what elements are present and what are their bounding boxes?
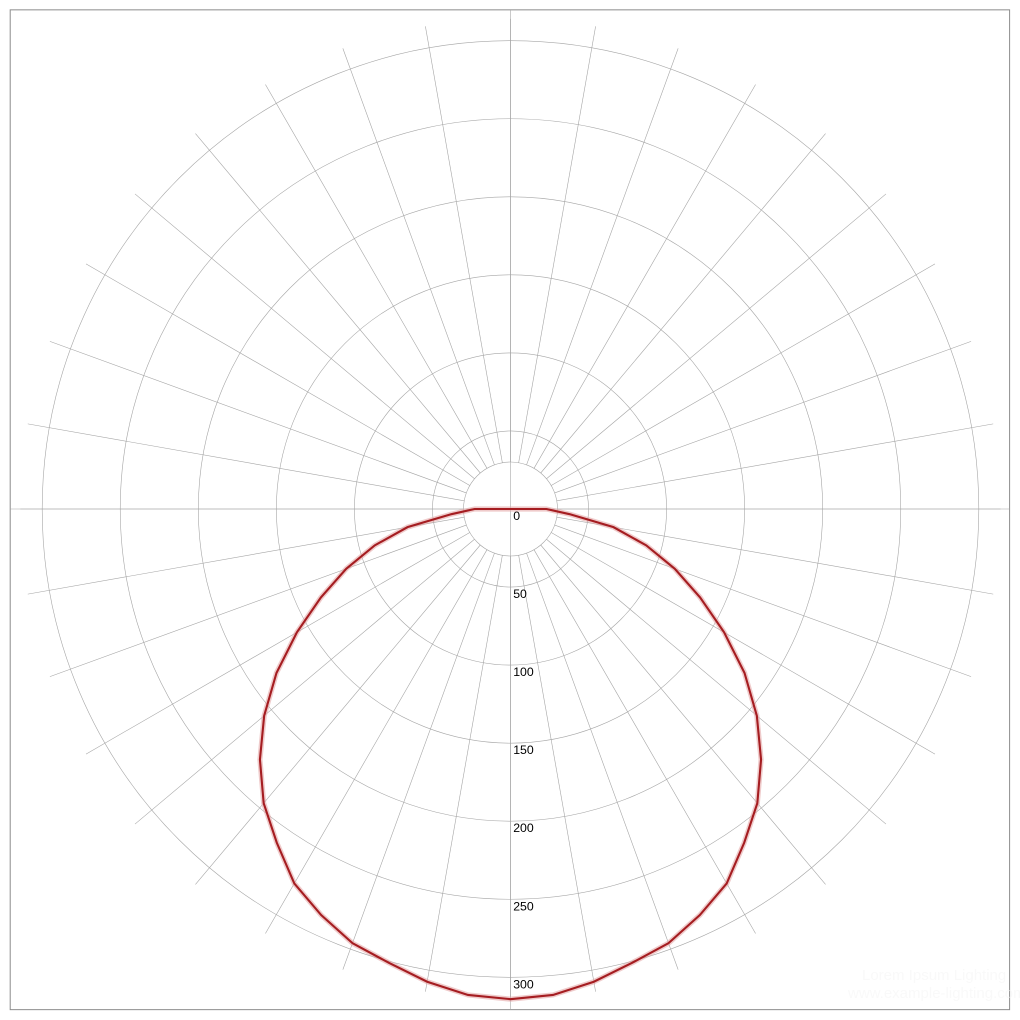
svg-text:300: 300 — [513, 977, 534, 991]
svg-text:www.example-lighting.com: www.example-lighting.com — [847, 985, 1020, 1002]
svg-text:150: 150 — [513, 743, 534, 757]
svg-text:50: 50 — [513, 587, 527, 601]
svg-text:250: 250 — [513, 899, 534, 913]
svg-text:200: 200 — [513, 821, 534, 835]
svg-text:100: 100 — [513, 665, 534, 679]
svg-text:Lorem Ipsum Lighting: Lorem Ipsum Lighting — [862, 967, 1006, 984]
